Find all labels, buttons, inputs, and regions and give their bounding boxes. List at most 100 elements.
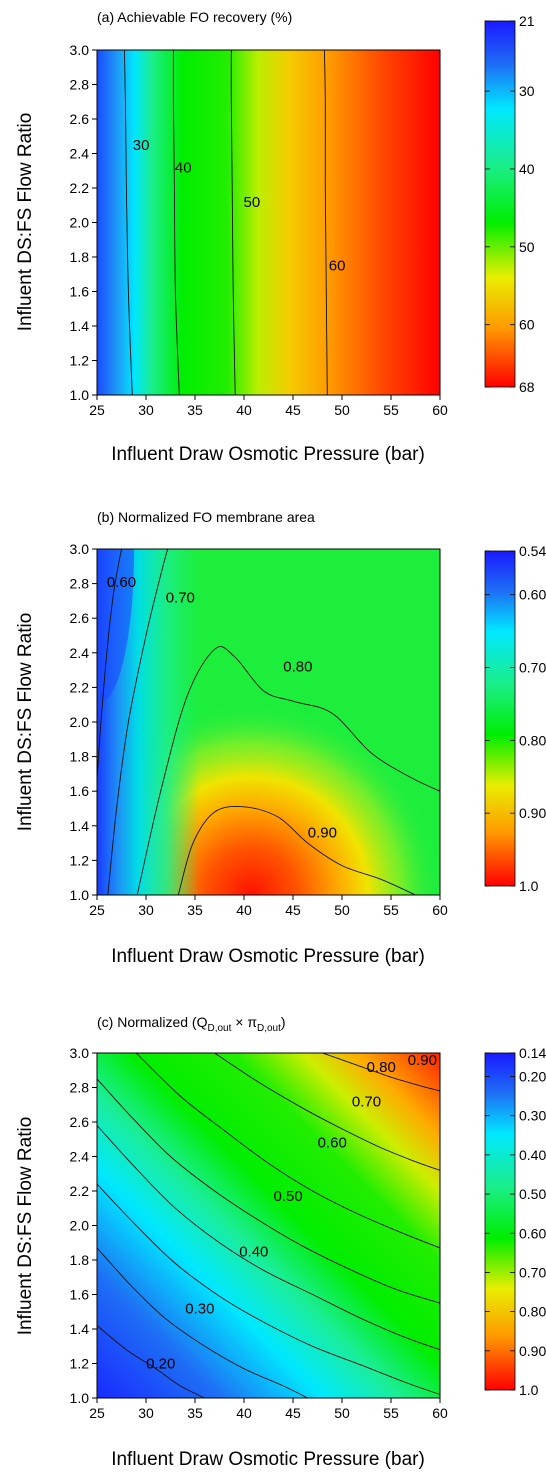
plot-fill: [97, 1053, 440, 1398]
contour-label: 0.70: [352, 1093, 381, 1110]
colorbar: [484, 1052, 516, 1391]
contour-label: 0.80: [367, 1059, 396, 1076]
colorbar-tick-label: 1.0: [519, 878, 539, 894]
x-tick-label: 45: [285, 902, 301, 918]
plot-fill-cold-corner: [97, 549, 134, 702]
y-axis: 1.0 1.2 1.4 1.6 1.8 2.0 2.2 2.4 2.6 2.8 3.0: [70, 42, 97, 403]
y-tick-label: 2.2: [70, 180, 90, 196]
contour-label: 0.60: [318, 1135, 347, 1152]
colorbar-tick-label: 0.80: [519, 732, 546, 748]
y-tick-label: 3.0: [70, 1045, 90, 1061]
colorbar: [484, 550, 516, 887]
contour-line-0.50: [97, 1125, 440, 1351]
x-tick-label: 60: [432, 902, 448, 918]
panel-title: (b) Normalized FO membrane area: [97, 509, 315, 525]
contour-layer: [97, 549, 440, 895]
contour-line-0.20: [97, 1325, 205, 1398]
panel-title: (a) Achievable FO recovery (%): [97, 9, 292, 25]
colorbar-tick-label: 0.30: [519, 1108, 546, 1124]
x-tick-label: 35: [187, 402, 203, 418]
contour-line-0.60: [97, 1078, 440, 1304]
contour-line-60: [323, 50, 328, 395]
y-tick-label: 3.0: [70, 541, 90, 557]
x-tick-label: 45: [285, 1405, 301, 1421]
contour-line-0.70: [135, 1053, 440, 1249]
x-tick-label: 50: [334, 402, 350, 418]
contour-layer: [123, 50, 328, 395]
contour-label: 0.70: [166, 589, 195, 606]
colorbar-tick-label: 1.0: [519, 1382, 539, 1398]
y-tick-label: 1.4: [70, 1321, 90, 1337]
x-tick-label: 35: [187, 1405, 203, 1421]
panel-title-mid: × π: [231, 1014, 257, 1030]
contour-line-0.40: [97, 1183, 440, 1395]
colorbar-tick-label: 30: [519, 83, 535, 99]
y-tick-label: 1.4: [70, 318, 90, 334]
colorbar-tick-label: 0.90: [519, 805, 546, 821]
y-tick-label: 1.2: [70, 852, 90, 868]
colorbar-tick-label: 60: [519, 317, 535, 333]
contour-label: 0.20: [146, 1356, 175, 1373]
y-tick-label: 1.6: [70, 1287, 90, 1303]
colorbar-tick-label: 0.70: [519, 660, 546, 676]
colorbar-tick-label: 0.60: [519, 587, 546, 603]
x-axis: 25 30 35 40 45 50 55 60: [89, 395, 448, 418]
colorbar-tick-label: 0.90: [519, 1343, 546, 1359]
x-axis-title: Influent Draw Osmotic Pressure (bar): [111, 444, 425, 465]
panel-title-main: (c) Normalized (Q: [97, 1014, 208, 1030]
x-tick-label: 60: [432, 402, 448, 418]
contour-line-0.90: [177, 805, 416, 895]
contour-label: 0.90: [408, 1052, 437, 1069]
x-axis: 25 30 35 40 45 50 55 60: [89, 1398, 448, 1421]
x-tick-label: 45: [285, 402, 301, 418]
colorbar-tick-label: 0.20: [519, 1069, 546, 1085]
y-tick-label: 1.0: [70, 1390, 90, 1406]
plot-fill: [97, 50, 440, 395]
x-axis-title: Influent Draw Osmotic Pressure (bar): [111, 1449, 425, 1470]
y-tick-label: 2.0: [70, 215, 90, 231]
y-tick-label: 1.2: [70, 1356, 90, 1372]
x-tick-label: 35: [187, 902, 203, 918]
contour-line-50: [230, 50, 236, 395]
x-tick-label: 30: [138, 902, 154, 918]
y-axis-title: Influent DS:FS Flow Ratio: [15, 1117, 36, 1336]
contour-line-30: [123, 50, 133, 395]
y-tick-label: 1.2: [70, 353, 90, 369]
x-tick-label: 55: [383, 402, 399, 418]
colorbar-tick-label: 0.60: [519, 1225, 546, 1241]
colorbar-tick-label: 50: [519, 239, 535, 255]
contour-line-40: [172, 50, 180, 395]
contour-label: 60: [329, 258, 346, 275]
y-tick-label: 2.0: [70, 1218, 90, 1234]
y-tick-label: 1.6: [70, 783, 90, 799]
x-axis: 25 30 35 40 45 50 55 60: [89, 895, 448, 918]
y-tick-label: 2.4: [70, 645, 90, 661]
colorbar-ticks: 0.54 0.60 0.70 0.80 0.90 1.0: [485, 543, 546, 894]
contour-line-0.60: [97, 549, 122, 780]
y-axis-title: Influent DS:FS Flow Ratio: [15, 613, 36, 832]
colorbar-tick-label: 0.50: [519, 1186, 546, 1202]
plot-fill-cold: [97, 549, 440, 895]
y-tick-label: 2.6: [70, 610, 90, 626]
x-tick-label: 25: [89, 1405, 105, 1421]
contour-label: 0.60: [107, 574, 136, 591]
x-tick-label: 40: [236, 402, 252, 418]
y-tick-label: 2.0: [70, 714, 90, 730]
colorbar-ticks: 21 30 40 50 60 68: [485, 13, 535, 395]
panel-title-end: ): [281, 1014, 286, 1030]
contour-label: 50: [243, 194, 260, 211]
contour-label: 30: [133, 137, 150, 154]
colorbar-ticks: 0.14 0.20 0.30 0.40 0.50 0.60 0.70 0.80 0.90 1.0: [485, 1045, 546, 1398]
contour-line-0.80: [214, 1053, 440, 1171]
contour-label: 0.50: [273, 1188, 302, 1205]
contour-label: 40: [175, 159, 192, 176]
y-axis: 1.0 1.2 1.4 1.6 1.8 2.0 2.2 2.4 2.6 2.8 3.0: [70, 541, 97, 903]
contour-label: 0.30: [185, 1300, 214, 1317]
x-tick-label: 40: [236, 1405, 252, 1421]
panel-b: (b) Normalized FO membrane area 0.60 0.70…: [15, 509, 546, 967]
x-tick-label: 25: [89, 402, 105, 418]
y-tick-label: 2.4: [70, 1149, 90, 1165]
panel-title: (c) Normalized (QD,out × πD,out): [97, 1014, 286, 1034]
y-axis: 1.0 1.2 1.4 1.6 1.8 2.0 2.2 2.4 2.6 2.8 3.0: [70, 1045, 97, 1406]
